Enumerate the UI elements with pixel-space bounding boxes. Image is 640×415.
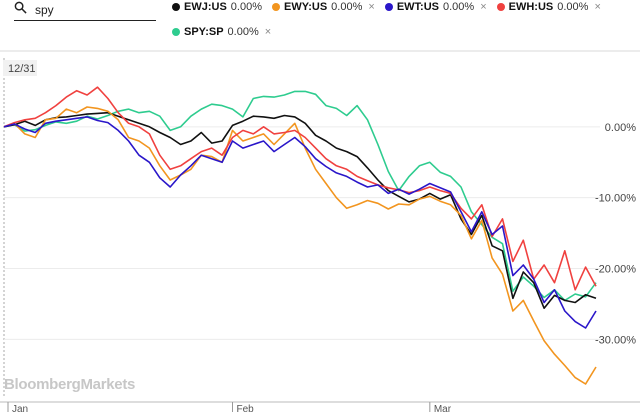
x-tick-label: Mar xyxy=(434,404,452,415)
y-tick-label: -10.00% xyxy=(595,193,636,205)
remove-series-icon[interactable]: × xyxy=(368,1,375,13)
legend-item-ewh-us[interactable]: EWH:US 0.00% × xyxy=(496,0,601,14)
legend-swatch xyxy=(172,28,180,36)
remove-series-icon[interactable]: × xyxy=(264,26,272,38)
legend-change: 0.00% xyxy=(442,1,475,13)
legend-symbol: EWT:US xyxy=(396,1,439,13)
remove-series-icon[interactable]: × xyxy=(594,1,601,13)
series-line-ewj-us xyxy=(3,111,597,310)
start-label-box xyxy=(3,60,37,76)
legend-swatch xyxy=(384,3,393,11)
series-line-ewy-us xyxy=(3,106,597,385)
search-icon xyxy=(14,1,27,19)
search-input[interactable]: spy xyxy=(35,3,54,17)
x-tick-label: Jan xyxy=(12,404,28,415)
legend-item-ewy-us[interactable]: EWY:US 0.00% × xyxy=(271,0,375,14)
legend-change: 0.00% xyxy=(331,1,363,13)
legend-change: 0.00% xyxy=(230,1,262,13)
start-date-label: 12/31 xyxy=(8,63,36,75)
legend-item-spy-sp[interactable]: SPY:SP 0.00% × xyxy=(172,25,271,39)
legend-symbol: EWJ:US xyxy=(184,1,227,13)
legend-symbol: EWH:US xyxy=(508,1,554,13)
legend-change: 0.00% xyxy=(557,1,589,13)
legend-change: 0.00% xyxy=(227,26,259,38)
chart-legend: EWJ:US 0.00% EWY:US 0.00% × EWT:US 0.00% × EWH:U… xyxy=(172,0,632,39)
remove-series-icon[interactable]: × xyxy=(480,1,487,13)
series-line-ewh-us xyxy=(3,86,597,291)
x-tick-label: Feb xyxy=(236,404,254,415)
y-tick-label: -30.00% xyxy=(595,334,636,346)
legend-symbol: EWY:US xyxy=(283,1,328,13)
legend-item-ewj-us[interactable]: EWJ:US 0.00% xyxy=(172,0,262,14)
series-line-spy-sp xyxy=(3,90,597,302)
legend-item-ewt-us[interactable]: EWT:US 0.00% × xyxy=(384,0,487,14)
legend-symbol: SPY:SP xyxy=(184,26,224,38)
legend-swatch xyxy=(271,3,280,11)
legend-swatch xyxy=(172,3,180,11)
bloomberg-watermark: BloombergMarkets xyxy=(4,376,136,393)
search-box[interactable]: spy xyxy=(14,0,156,21)
series-line-ewt-us xyxy=(3,116,597,329)
legend-swatch xyxy=(496,3,505,11)
y-tick-label: -20.00% xyxy=(595,264,636,276)
y-tick-label: 0.00% xyxy=(605,122,636,134)
